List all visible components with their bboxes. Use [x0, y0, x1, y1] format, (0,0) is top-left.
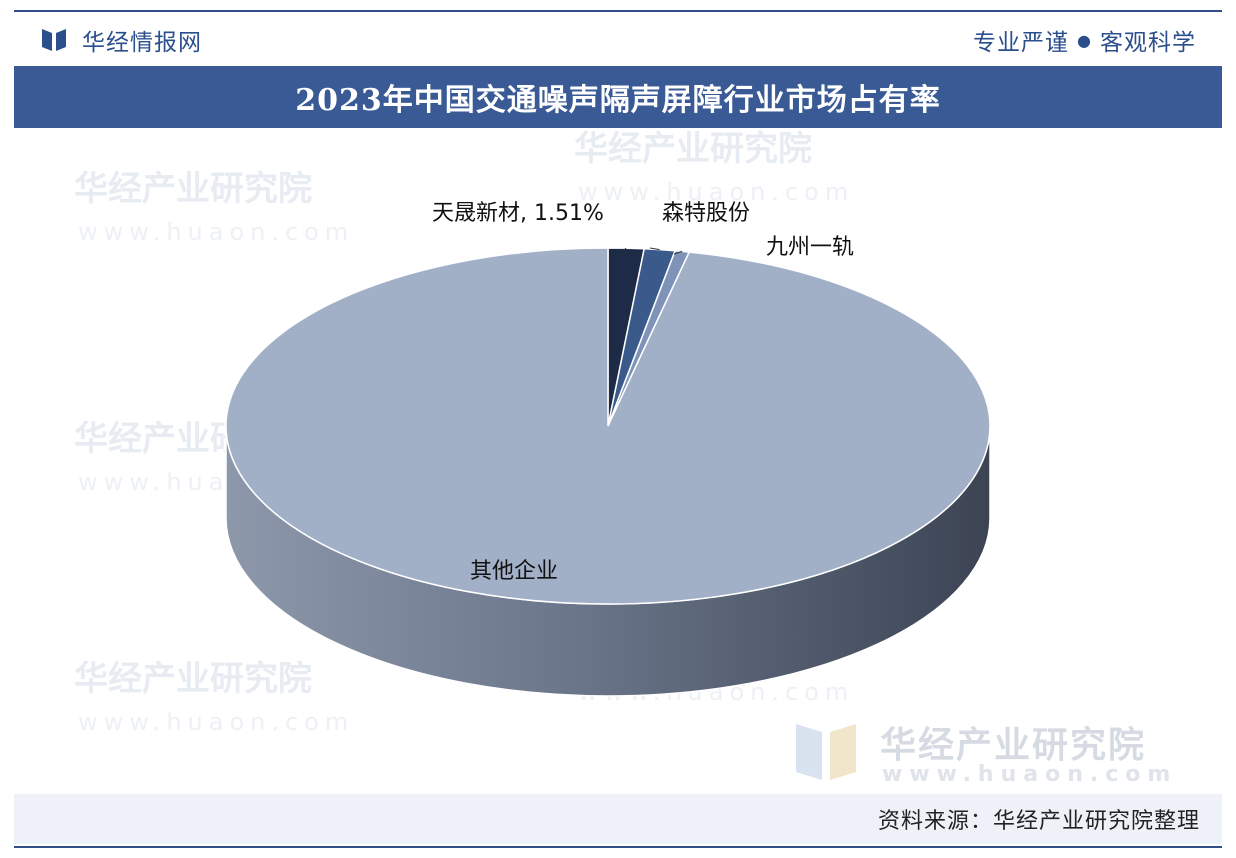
chart-title: 2023年中国交通噪声隔声屏障行业市场占有率 — [295, 83, 941, 118]
pie-slice-label: 森特股份 — [662, 201, 750, 226]
slogan: 专业严谨 ● 客观科学 — [973, 24, 1196, 56]
slogan-dot: ● — [1077, 30, 1092, 50]
watermark-url: www.huaon.com — [882, 762, 1178, 787]
watermark-url-text: www.huaon.com — [78, 708, 354, 736]
watermark-text: 华经产业研究院 — [74, 169, 312, 209]
pie-top — [225, 247, 991, 605]
brand-name: 华经情报网 — [82, 30, 202, 56]
pie-slice-label: 九州一轨 — [766, 235, 854, 260]
brand-logo-icon — [42, 29, 66, 51]
top-rule — [14, 10, 1222, 12]
watermark-brand: 华经产业研究院 — [880, 725, 1147, 766]
pie-leader-line — [673, 250, 683, 255]
pie-leader-line — [649, 247, 660, 251]
brand: 华经情报网 — [42, 24, 202, 56]
pie-slice — [225, 247, 991, 605]
watermark-logo-icon — [796, 724, 856, 780]
watermark-url-text: www.huaon.com — [578, 178, 854, 206]
source-note: 资料来源：华经产业研究院整理 — [877, 809, 1200, 834]
watermark-url-text: www.huaon.com — [78, 218, 354, 246]
chart-area: 华经产业研究院 www.huaon.com 华经产业研究院 www.huaon.com… — [14, 130, 1222, 790]
slogan-right: 客观科学 — [1100, 30, 1196, 56]
slogan-left: 专业严谨 — [973, 30, 1070, 56]
pie-slice-label: 其他企业 — [470, 559, 558, 584]
pie-slice-label: 天晟新材, 1.51% — [432, 201, 604, 226]
bottom-rule — [14, 846, 1222, 848]
watermark-text: 华经产业研究院 — [574, 130, 812, 169]
pie-leader-line — [623, 247, 627, 251]
pie-chart: 华经产业研究院 www.huaon.com 华经产业研究院 www.huaon.com… — [74, 130, 991, 736]
title-band: 2023年中国交通噪声隔声屏障行业市场占有率 — [14, 66, 1222, 128]
watermark-text: 华经产业研究院 — [74, 659, 312, 699]
footer-band: 资料来源：华经产业研究院整理 — [14, 794, 1222, 844]
